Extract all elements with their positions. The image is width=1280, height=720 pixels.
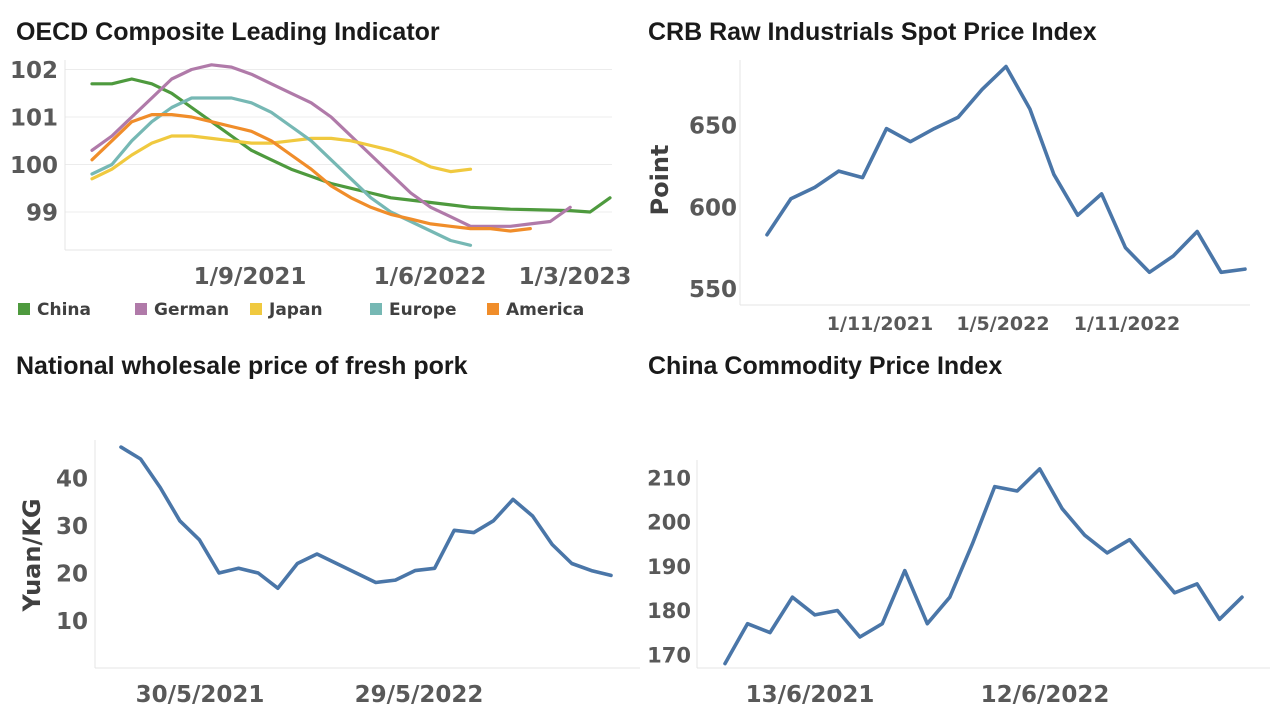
chart-china-commodity-svg: 170 180 190 200 210 13/6/2021 12/6/2022 (647, 460, 1270, 708)
legend-label: Japan (268, 300, 323, 320)
legend-label: Europe (389, 300, 456, 320)
chart-oecd-cli-svg: 99 100 101 102 1/9/2021 1/6/2022 1/3/2023 China… (10, 58, 632, 320)
x-tick-label: 12/6/2022 (981, 682, 1110, 708)
legend-label: America (506, 300, 584, 320)
y-tick-label: 40 (56, 466, 88, 492)
x-tick-label: 1/5/2022 (956, 313, 1049, 335)
y-tick-label: 102 (10, 58, 58, 84)
y-tick-label: 101 (10, 105, 58, 131)
x-tick-label: 30/5/2021 (136, 682, 265, 708)
y-tick-label: 20 (56, 561, 88, 587)
chart-pork-price: National wholesale price of fresh pork 1… (0, 340, 640, 720)
y-tick-label: 190 (647, 555, 691, 579)
chart-china-commodity: China Commodity Price Index 170 180 190 200… (640, 340, 1280, 720)
y-tick-label: 210 (647, 466, 691, 490)
legend-swatch (487, 303, 499, 315)
x-tick-label: 1/9/2021 (194, 264, 307, 290)
x-tick-label: 1/11/2021 (827, 313, 933, 335)
series-line-america (90, 113, 532, 233)
chart-title: OECD Composite Leading Indicator (16, 18, 440, 46)
y-tick-label: 170 (647, 643, 691, 667)
y-tick-label: 99 (26, 200, 58, 226)
legend-swatch (250, 303, 262, 315)
chart-crb-index: CRB Raw Industrials Spot Price Index 550… (640, 0, 1280, 340)
chart-oecd-cli: OECD Composite Leading Indicator 99 100 10… (0, 0, 640, 340)
chart-pork-price-svg: 10 20 30 40 30/5/2021 29/5/2022 Yuan/KG (18, 440, 640, 708)
y-axis-title: Point (646, 145, 674, 216)
chart-title: CRB Raw Industrials Spot Price Index (648, 18, 1097, 46)
series-line (119, 445, 613, 590)
series-line-japan (90, 134, 473, 181)
x-tick-label: 1/6/2022 (374, 264, 487, 290)
y-tick-label: 200 (647, 511, 691, 535)
x-tick-label: 1/11/2022 (1074, 313, 1180, 335)
series-line (765, 64, 1247, 275)
legend-label: China (37, 300, 91, 320)
y-tick-label: 100 (10, 153, 58, 179)
y-tick-label: 180 (647, 599, 691, 623)
legend-swatch (18, 303, 30, 315)
series-line-europe (90, 96, 473, 247)
y-tick-label: 650 (689, 114, 737, 140)
series-line-german (90, 63, 572, 228)
x-tick-label: 1/3/2023 (519, 264, 632, 290)
y-tick-label: 10 (56, 609, 88, 635)
y-tick-label: 30 (56, 514, 88, 540)
legend-swatch (370, 303, 382, 315)
chart-title: National wholesale price of fresh pork (16, 352, 468, 380)
chart-title: China Commodity Price Index (648, 352, 1003, 380)
series-line-china (90, 77, 612, 214)
legend-swatch (135, 303, 147, 315)
x-tick-label: 13/6/2021 (746, 682, 875, 708)
legend-label: German (154, 300, 229, 320)
chart-crb-index-svg: 550 600 650 1/11/2021 1/5/2022 1/11/2022 Point (646, 60, 1250, 335)
series-line (723, 467, 1244, 666)
y-tick-label: 600 (689, 195, 737, 221)
y-tick-label: 550 (689, 277, 737, 303)
y-axis-title: Yuan/KG (18, 498, 46, 612)
x-tick-label: 29/5/2022 (355, 682, 484, 708)
